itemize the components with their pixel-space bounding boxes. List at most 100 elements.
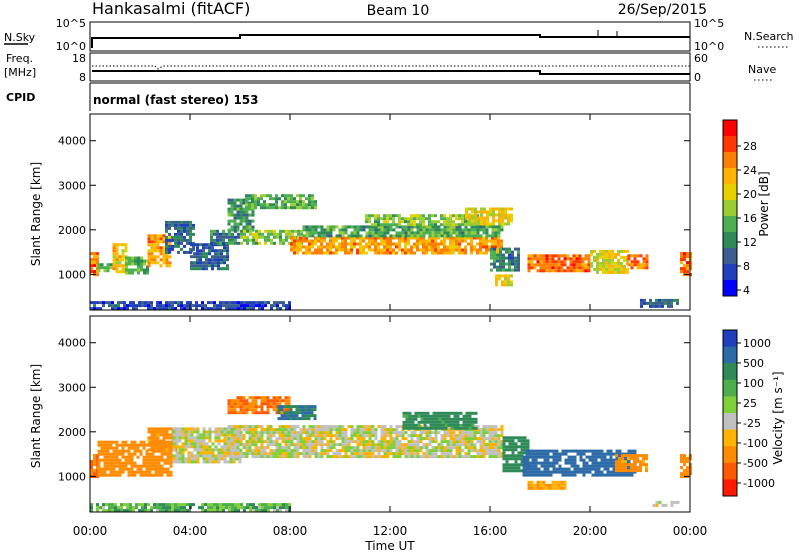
data-cell (293, 251, 296, 255)
data-cell (279, 301, 282, 305)
data-cell (597, 467, 601, 471)
data-cell (214, 433, 218, 437)
data-cell (214, 264, 217, 268)
data-cell (112, 464, 116, 468)
data-cell (251, 405, 255, 409)
data-cell (286, 417, 290, 421)
data-cell (223, 442, 227, 446)
data-cell (661, 304, 664, 308)
data-cell (187, 445, 191, 449)
data-cell (546, 467, 550, 471)
data-cell (511, 442, 515, 446)
data-cell (419, 455, 423, 459)
data-cell (480, 210, 483, 214)
data-cell (527, 269, 531, 273)
colorbar-tick-label: 8 (743, 260, 750, 273)
data-cell (293, 239, 296, 243)
data-cell (456, 426, 460, 430)
data-cell (471, 219, 474, 223)
data-cell (162, 237, 166, 241)
data-cell (471, 216, 474, 220)
data-cell (502, 463, 506, 467)
data-cell (356, 428, 360, 432)
data-cell (482, 437, 486, 441)
data-cell (493, 259, 496, 263)
data-cell (359, 443, 363, 447)
data-cell (353, 449, 357, 453)
data-cell (118, 258, 122, 262)
data-cell (332, 452, 336, 456)
data-cell (383, 236, 386, 240)
data-cell (627, 263, 631, 267)
data-cell (290, 452, 294, 456)
data-cell (419, 223, 422, 227)
data-cell (174, 307, 177, 311)
data-cell (510, 283, 513, 287)
data-cell (470, 449, 474, 453)
data-cell (449, 234, 453, 238)
data-cell (449, 245, 452, 249)
data-cell (636, 466, 639, 470)
data-cell (263, 402, 267, 406)
data-cell (365, 434, 369, 438)
data-cell (124, 246, 128, 250)
data-cell (608, 264, 611, 268)
data-cell (323, 245, 326, 249)
data-cell (452, 223, 455, 227)
data-cell (645, 466, 648, 470)
data-cell (264, 509, 267, 513)
data-cell (476, 425, 480, 429)
data-cell (596, 252, 599, 256)
data-cell (497, 428, 501, 432)
data-cell (449, 231, 453, 235)
data-cell (458, 236, 461, 240)
data-cell (127, 449, 131, 453)
data-cell (145, 449, 149, 453)
data-cell (386, 223, 389, 227)
data-cell (157, 467, 161, 471)
data-cell (317, 225, 321, 229)
data-cell (233, 213, 237, 217)
data-cell (311, 228, 315, 232)
data-cell (290, 245, 293, 249)
data-cell (171, 244, 174, 248)
data-cell (222, 229, 225, 233)
data-cell (494, 455, 498, 459)
data-cell (470, 228, 474, 232)
data-cell (163, 470, 167, 474)
data-cell (471, 426, 475, 430)
data-cell (216, 506, 219, 510)
data-cell (527, 254, 531, 258)
data-cell (680, 457, 683, 461)
data-cell (202, 457, 206, 461)
data-cell (377, 214, 380, 218)
data-cell (112, 452, 116, 456)
data-cell (377, 223, 380, 227)
data-cell (362, 437, 366, 441)
data-cell (251, 408, 255, 412)
data-cell (614, 270, 617, 274)
data-cell (557, 260, 561, 264)
data-cell (150, 439, 154, 443)
data-cell (165, 258, 169, 262)
data-cell (150, 304, 153, 308)
data-cell (115, 261, 119, 265)
colorbar-swatch (723, 396, 737, 414)
data-cell (289, 405, 293, 409)
data-cell (162, 255, 166, 259)
data-cell (504, 222, 507, 226)
data-cell (579, 452, 583, 456)
data-cell (311, 194, 314, 198)
data-cell (144, 304, 147, 308)
data-cell (383, 251, 386, 255)
data-cell (175, 451, 179, 455)
data-cell (543, 455, 547, 459)
data-cell (645, 257, 649, 261)
data-cell (465, 213, 468, 217)
data-cell (356, 425, 360, 429)
data-cell (614, 264, 617, 268)
data-cell (645, 254, 649, 258)
data-cell (623, 258, 626, 262)
data-cell (131, 271, 134, 275)
data-cell (332, 225, 336, 229)
